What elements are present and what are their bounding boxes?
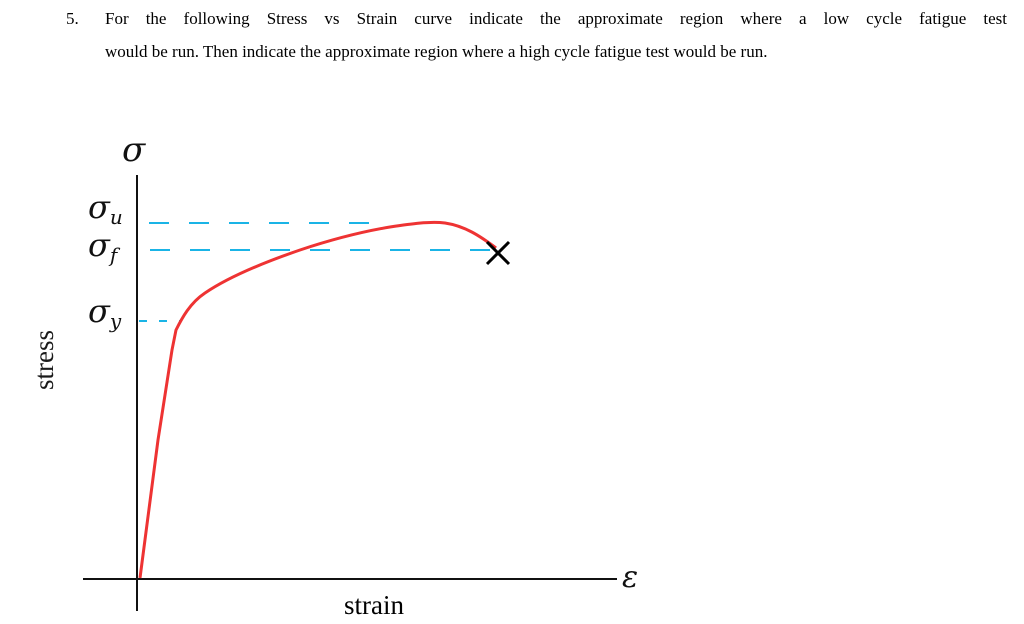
fracture-x-icon — [485, 240, 511, 266]
x-axis-label: strain — [344, 590, 404, 620]
epsilon-axis-symbol: ε — [622, 560, 639, 595]
sigma-f-label: σf — [88, 226, 118, 267]
sigma-u-label: σu — [88, 188, 123, 229]
sigma-y-label: σy — [88, 292, 122, 333]
y-axis-label: stress — [29, 330, 59, 390]
question-number: 5. — [66, 9, 79, 28]
question-line-2: would be run. Then indicate the approxim… — [105, 42, 768, 61]
stress-strain-curve — [138, 220, 497, 579]
question-line-1: For the following Stress vs Strain curve… — [105, 9, 1007, 28]
sigma-axis-symbol: σ — [122, 130, 146, 170]
